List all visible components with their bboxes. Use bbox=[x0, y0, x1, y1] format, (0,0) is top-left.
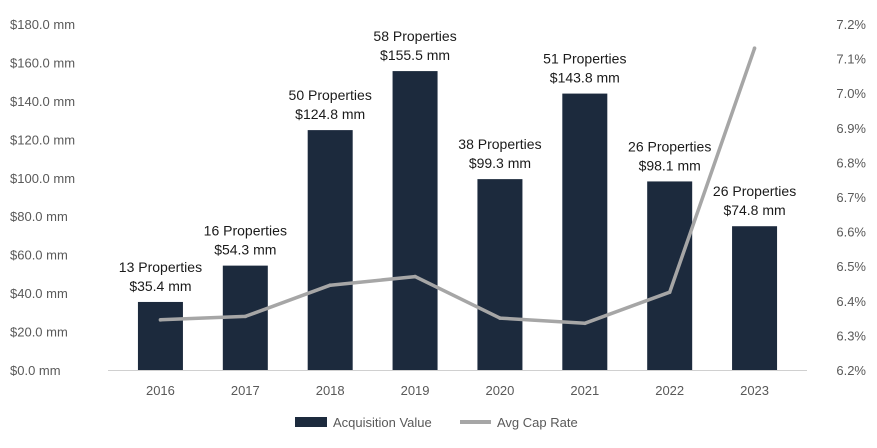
bar bbox=[562, 93, 608, 370]
cap-rate-point bbox=[413, 274, 417, 279]
data-label-count: 13 Properties bbox=[119, 259, 202, 275]
legend-label-avg-cap-rate: Avg Cap Rate bbox=[497, 415, 578, 430]
data-labels: 13 Properties $35.4 mm 16 Properties $54.3 … bbox=[119, 28, 796, 294]
data-label-count: 16 Properties bbox=[204, 223, 287, 239]
cap-rate-point bbox=[583, 321, 587, 326]
legend: Acquisition Value Avg Cap Rate bbox=[295, 415, 578, 430]
left-axis-tick-label: $100.0 mm bbox=[10, 171, 75, 186]
data-label-count: 50 Properties bbox=[289, 87, 372, 103]
cap-rate-line bbox=[160, 47, 757, 326]
right-axis-tick-label: 6.8% bbox=[836, 155, 866, 170]
cap-rate-point bbox=[752, 46, 757, 51]
right-axis-tick-label: 6.3% bbox=[836, 328, 866, 343]
data-label-count: 51 Properties bbox=[543, 51, 626, 67]
cap-rate-point bbox=[328, 283, 332, 288]
left-axis: $0.0 mm $20.0 mm $40.0 mm $60.0 mm $80.0 mm $… bbox=[10, 17, 75, 378]
data-label-value: $124.8 mm bbox=[295, 106, 365, 122]
x-axis-tick-label: 2023 bbox=[740, 383, 769, 398]
legend-swatch-acquisition-value bbox=[295, 417, 327, 427]
bar-series bbox=[137, 71, 778, 370]
left-axis-tick-label: $80.0 mm bbox=[10, 209, 68, 224]
left-axis-tick-label: $60.0 mm bbox=[10, 248, 68, 263]
data-label-value: $99.3 mm bbox=[469, 155, 531, 171]
right-axis-tick-label: 6.2% bbox=[836, 363, 866, 378]
bar bbox=[307, 130, 353, 370]
data-label-value: $35.4 mm bbox=[129, 278, 191, 294]
right-axis: 6.2% 6.3% 6.4% 6.5% 6.6% 6.7% 6.8% 6.9% 7.0% 7.1%… bbox=[836, 17, 866, 378]
cap-rate-point bbox=[667, 290, 672, 294]
x-axis-tick-label: 2016 bbox=[146, 383, 175, 398]
right-axis-tick-label: 7.0% bbox=[836, 86, 866, 101]
bar bbox=[647, 181, 693, 370]
right-axis-tick-label: 6.7% bbox=[836, 190, 866, 205]
data-label-value: $54.3 mm bbox=[214, 242, 276, 258]
x-axis-tick-label: 2021 bbox=[570, 383, 599, 398]
data-label-count: 58 Properties bbox=[373, 28, 456, 44]
cap-rate-point bbox=[498, 316, 502, 320]
data-label-value: $143.8 mm bbox=[550, 70, 620, 86]
right-axis-tick-label: 7.2% bbox=[836, 17, 866, 32]
data-label-count: 38 Properties bbox=[458, 136, 541, 152]
right-axis-tick-label: 6.9% bbox=[836, 121, 866, 136]
cap-rate-point bbox=[243, 314, 248, 319]
bar bbox=[392, 71, 438, 370]
left-axis-tick-label: $160.0 mm bbox=[10, 55, 75, 70]
x-axis-tick-label: 2022 bbox=[655, 383, 684, 398]
data-label-value: $74.8 mm bbox=[723, 202, 785, 218]
bar bbox=[137, 301, 183, 370]
data-label-value: $155.5 mm bbox=[380, 47, 450, 63]
right-axis-tick-label: 6.4% bbox=[836, 294, 866, 309]
cap-rate-point bbox=[158, 318, 163, 322]
data-label-value: $98.1 mm bbox=[639, 157, 701, 173]
line-series bbox=[158, 46, 757, 326]
left-axis-tick-label: $180.0 mm bbox=[10, 17, 75, 32]
left-axis-tick-label: $120.0 mm bbox=[10, 132, 75, 147]
left-axis-tick-label: $20.0 mm bbox=[10, 325, 68, 340]
right-axis-tick-label: 6.6% bbox=[836, 225, 866, 240]
right-axis-tick-label: 6.5% bbox=[836, 259, 866, 274]
x-axis-tick-label: 2018 bbox=[316, 383, 345, 398]
left-axis-tick-label: $140.0 mm bbox=[10, 94, 75, 109]
legend-label-acquisition-value: Acquisition Value bbox=[333, 415, 432, 430]
bar bbox=[477, 179, 523, 370]
right-axis-tick-label: 7.1% bbox=[836, 52, 866, 67]
x-axis-tick-label: 2019 bbox=[401, 383, 430, 398]
x-axis: 2016 2017 2018 2019 2020 2021 2022 2023 bbox=[146, 383, 769, 398]
left-axis-tick-label: $40.0 mm bbox=[10, 286, 68, 301]
bar bbox=[732, 226, 778, 370]
data-label-count: 26 Properties bbox=[628, 138, 711, 154]
x-axis-tick-label: 2017 bbox=[231, 383, 260, 398]
x-axis-tick-label: 2020 bbox=[485, 383, 514, 398]
data-label-count: 26 Properties bbox=[713, 183, 796, 199]
left-axis-tick-label: $0.0 mm bbox=[10, 363, 61, 378]
